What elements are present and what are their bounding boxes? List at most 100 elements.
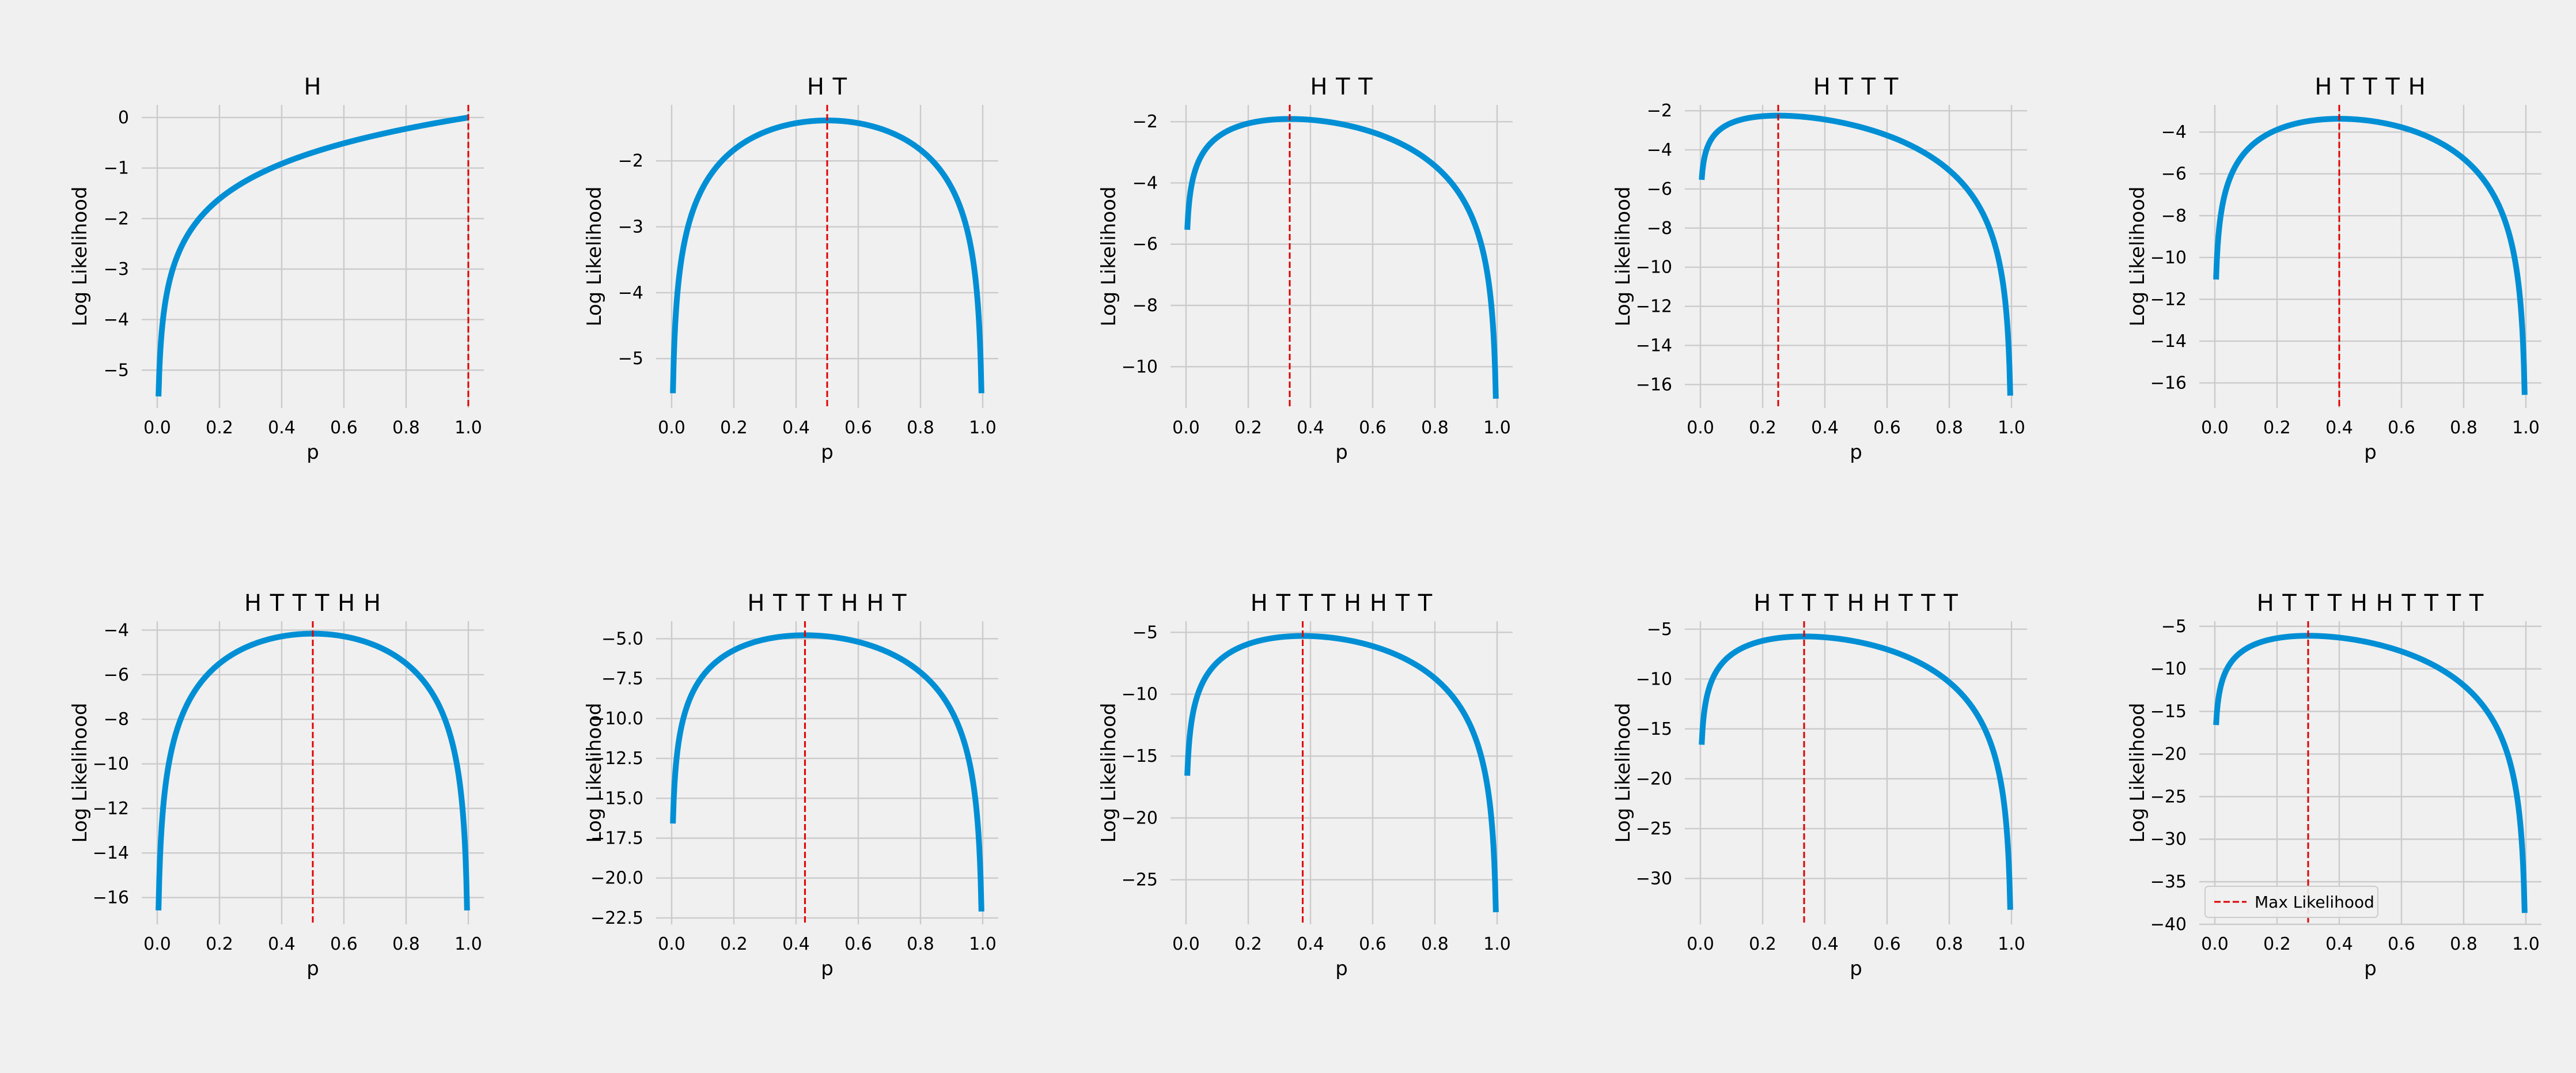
x-tick-label: 1.0 [1998,934,2025,954]
y-tick-label: −30 [1636,868,1672,889]
y-tick-label: −20 [1636,769,1672,789]
y-tick-label: −2 [618,151,643,171]
log-likelihood-curve [670,118,984,394]
y-tick-label: −4 [104,310,129,330]
x-tick-label: 0.0 [658,934,685,954]
log-likelihood-curve [1699,633,2013,910]
subplot-6: 0.0 0.2 0.4 0.6 0.8 1.0 −16 −14 −12 −10 −8 −6 −4 H T … [69,590,484,980]
y-tick-label: −10 [93,754,129,774]
y-tick-label: −14 [2150,331,2187,352]
x-tick-label: 0.0 [1172,934,1200,954]
y-tick-label: −6 [1132,235,1158,255]
y-tick-label: −5 [104,360,129,380]
x-axis-label: p [1335,441,1348,464]
y-tick-label: −22.5 [590,908,643,928]
x-tick-label: 1.0 [454,934,482,954]
x-tick-label: 0.8 [1421,934,1449,954]
y-tick-label: −4 [1647,140,1672,160]
x-tick-label: 0.2 [206,934,233,954]
x-tick-label: 0.6 [2388,934,2415,954]
x-axis-label: p [1335,957,1348,980]
log-likelihood-curve [1184,116,1499,399]
x-tick-label: 0.2 [1749,418,1776,438]
y-tick-label: −3 [618,217,643,237]
subplot-7: 0.0 0.2 0.4 0.6 0.8 1.0 −22.5 −20.0 −17.5 −15.0 −1… [583,590,998,980]
x-tick-label: 0.6 [330,934,358,954]
x-axis-label: p [821,957,834,980]
subplot-title: H T T T H H T [747,590,907,617]
subplot-8: 0.0 0.2 0.4 0.6 0.8 1.0 −25 −20 −15 −10 −5 H T T T … [1097,590,1513,980]
x-axis-label: p [306,957,319,980]
y-tick-label: −5 [1647,619,1672,640]
x-tick-label: 0.4 [1811,934,1839,954]
y-tick-label: −10 [1122,685,1158,705]
x-tick-label: 0.8 [1935,934,1963,954]
x-tick-label: 1.0 [969,418,997,438]
subplot-10: 0.0 0.2 0.4 0.6 0.8 1.0 −40 −35 −30 −25 −20 −15 −10 −… [2126,590,2541,980]
legend-box [2204,886,2378,918]
x-tick-label: 0.2 [1234,934,1262,954]
x-tick-label: 0.6 [2388,418,2415,438]
x-tick-label: 1.0 [1483,418,1511,438]
x-tick-label: 0.8 [2450,418,2477,438]
y-tick-label: −10 [1636,669,1672,689]
x-tick-label: 0.8 [1421,418,1449,438]
subplot-title: H T T T H H T T T T [2257,590,2484,617]
x-tick-label: 0.0 [2201,934,2229,954]
subplot-9: 0.0 0.2 0.4 0.6 0.8 1.0 −30 −25 −20 −15 −10 −5 H T T… [1612,590,2027,980]
x-tick-label: 0.4 [268,418,296,438]
y-tick-label: −7.5 [601,669,643,689]
y-tick-label: −40 [2150,915,2187,935]
x-tick-label: 0.6 [844,934,872,954]
x-tick-label: 0.2 [720,418,748,438]
x-tick-label: 0.4 [1297,418,1324,438]
y-tick-label: −20 [2150,744,2187,764]
x-tick-label: 0.0 [1172,418,1200,438]
subplot-title: H [304,74,321,100]
y-axis-label: Log Likelihood [2126,703,2149,843]
y-tick-label: −6 [1647,179,1672,199]
subplot-title: H T T T H H T T [1251,590,1433,617]
x-tick-label: 0.0 [1687,418,1714,438]
log-likelihood-curve [156,114,471,397]
y-tick-label: −15 [1122,746,1158,766]
y-tick-label: −3 [104,259,129,279]
y-tick-label: −17.5 [590,829,643,849]
log-likelihood-curve [2213,116,2528,395]
x-tick-label: 0.2 [1749,934,1776,954]
y-axis-label: Log Likelihood [1097,187,1120,327]
y-tick-label: −10.0 [590,709,643,729]
y-axis-label: Log Likelihood [2126,187,2149,327]
log-likelihood-curve [1699,112,2013,396]
y-tick-label: −5 [2161,617,2187,637]
x-tick-label: 0.4 [1811,418,1839,438]
y-tick-label: −20.0 [590,868,643,889]
subplot-4: 0.0 0.2 0.4 0.6 0.8 1.0 −16 −14 −12 −10 −8 −6 −4 −2 H … [1612,74,2027,464]
x-tick-label: 0.4 [2325,418,2353,438]
y-tick-label: −8 [1647,218,1672,239]
y-tick-label: −16 [2150,373,2187,393]
y-tick-label: −8 [2161,206,2187,226]
x-tick-label: 0.6 [1359,934,1387,954]
subplot-title: H T T T H H T T T [1753,590,1958,617]
x-tick-label: 0.0 [658,418,685,438]
y-tick-label: −30 [2150,829,2187,849]
y-tick-label: −16 [93,888,129,908]
x-tick-label: 0.8 [907,418,934,438]
y-axis-label: Log Likelihood [583,703,606,843]
y-tick-label: −2 [1647,101,1672,121]
y-axis-label: Log Likelihood [583,187,606,327]
legend-label: Max Likelihood [2255,893,2374,912]
x-tick-label: 0.8 [2450,934,2477,954]
y-tick-label: −10 [2150,248,2187,268]
subplot-title: H T [807,74,847,100]
x-axis-label: p [821,441,834,464]
y-tick-label: −4 [2161,122,2187,142]
y-tick-label: 0 [118,108,129,128]
x-tick-label: 0.2 [1234,418,1262,438]
y-tick-label: −12 [93,799,129,819]
y-tick-label: −2 [104,209,129,229]
subplot-2: 0.0 0.2 0.4 0.6 0.8 1.0 −5 −4 −3 −2 H T p Log Likeli… [583,74,998,464]
y-tick-label: −15.0 [590,788,643,808]
